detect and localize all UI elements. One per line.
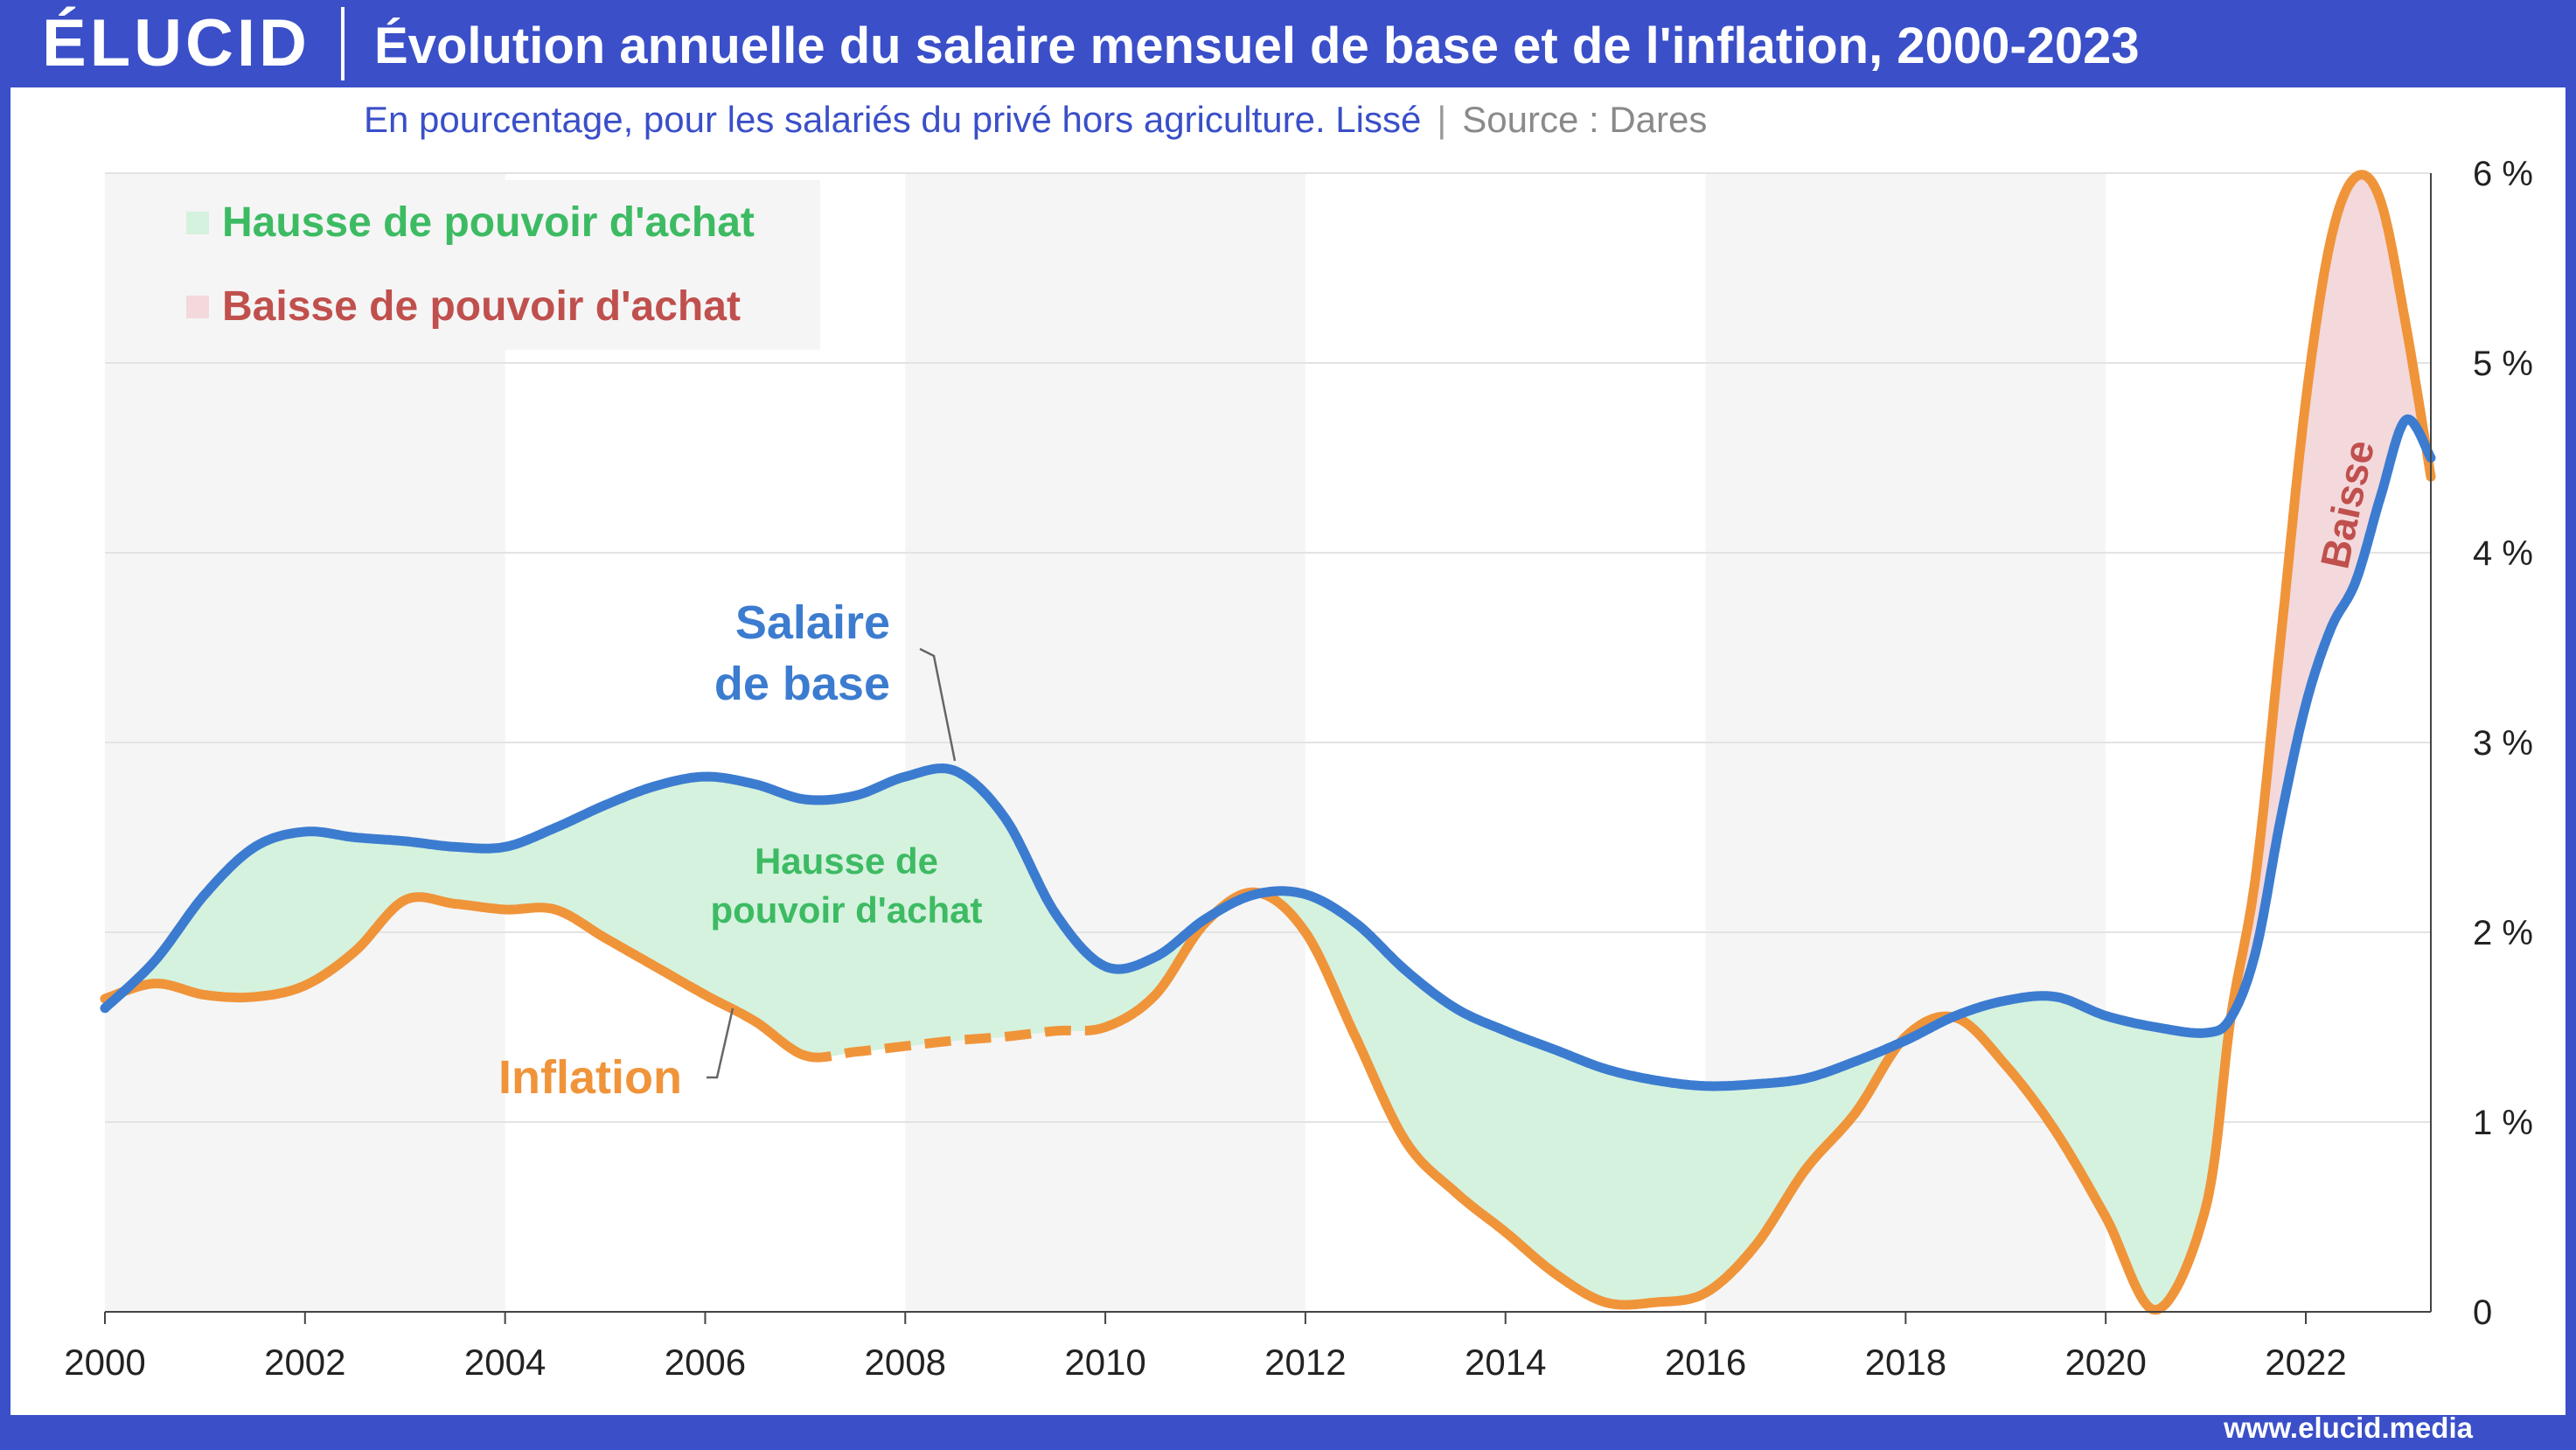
x-tick-label: 2010 (1064, 1342, 1145, 1383)
grid-lines (105, 172, 2431, 1123)
legend-swatch-baisse (186, 296, 209, 318)
chart-source: Source : Dares (1462, 99, 1708, 140)
series-lines (100, 170, 2436, 1315)
legend-background (121, 180, 820, 350)
inflation-line (100, 892, 811, 1061)
x-tick-label: 2008 (865, 1342, 946, 1383)
subtitle-separator: | (1437, 99, 1447, 140)
tick-labels: 0 1 % 2 % 3 % 4 % 5 % 6 % 2000 2002 2004 2006 2008 2… (64, 155, 2533, 1383)
inflation-leader-line (707, 1007, 735, 1079)
chart-title: Évolution annuelle du salaire mensuel de… (374, 17, 2140, 74)
chart-subtitle: En pourcentage, pour les salariés du pri… (364, 99, 1422, 140)
y-tick-label: 1 % (2473, 1104, 2533, 1142)
legend-swatch-hausse (186, 212, 209, 234)
annotation-salaire-line2: de base (714, 658, 890, 710)
subtitle-row: En pourcentage, pour les salariés du pri… (364, 92, 1707, 148)
x-tick-label: 2004 (464, 1342, 546, 1383)
salaire-line (100, 414, 2436, 1091)
header-divider (341, 7, 345, 80)
inflation-line (1100, 170, 2436, 1315)
x-tick-label: 2020 (2064, 1342, 2146, 1383)
annotation-salaire-line1: Salaire (735, 596, 890, 649)
x-tick-label: 2012 (1264, 1342, 1346, 1383)
x-tick-label: 2016 (1665, 1342, 1746, 1383)
salaire-leader-line (919, 647, 957, 762)
footer-url: www.elucid.media (2224, 1412, 2473, 1444)
x-tick-label: 2014 (1465, 1342, 1546, 1383)
brand-logo: ÉLUCID (42, 6, 310, 80)
annotation-inflation: Inflation (498, 1051, 682, 1104)
x-tick-label: 2022 (2265, 1342, 2346, 1383)
y-tick-label: 4 % (2473, 534, 2533, 573)
y-tick-label: 3 % (2473, 724, 2533, 763)
y-tick-label: 0 (2473, 1293, 2492, 1332)
annotation-hausse-line1: Hausse de (755, 840, 938, 882)
y-tick-label: 5 % (2473, 345, 2533, 383)
legend-label-baisse: Baisse de pouvoir d'achat (222, 283, 741, 330)
legend: Hausse de pouvoir d'achat Baisse de pouv… (121, 180, 820, 350)
annotation-hausse-line2: pouvoir d'achat (710, 889, 982, 931)
inflation-line-dashed (804, 1022, 1107, 1063)
axes (104, 173, 2432, 1324)
y-tick-label: 2 % (2473, 914, 2533, 952)
header-bar: ÉLUCID Évolution annuelle du salaire men… (0, 0, 2576, 87)
x-tick-label: 2018 (1865, 1342, 1946, 1383)
x-tick-label: 2002 (264, 1342, 345, 1383)
x-tick-label: 2006 (665, 1342, 746, 1383)
footer-bar (0, 1415, 2576, 1449)
y-tick-label: 6 % (2473, 155, 2533, 193)
x-tick-label: 2000 (64, 1342, 145, 1383)
legend-label-hausse: Hausse de pouvoir d'achat (222, 199, 755, 246)
